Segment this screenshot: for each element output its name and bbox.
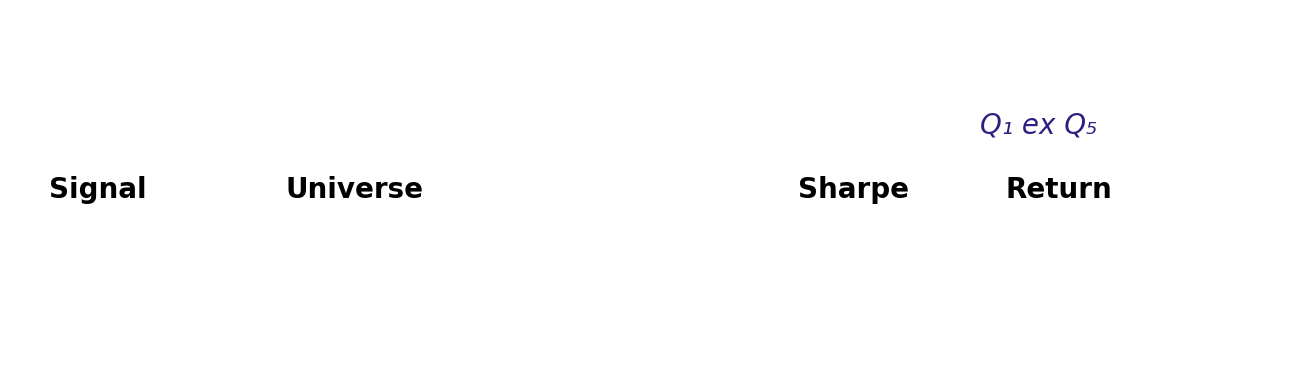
- Text: ACWI currencies: ACWI currencies: [286, 326, 489, 350]
- Text: All: All: [49, 246, 80, 270]
- Text: Universe: Universe: [286, 176, 423, 204]
- Text: Average weekly return (annualized): Average weekly return (annualized): [228, 24, 1070, 66]
- Text: ACWI currencies: ACWI currencies: [286, 246, 489, 270]
- Text: 1.3%: 1.3%: [1006, 326, 1075, 350]
- Text: 0.21: 0.21: [798, 326, 854, 350]
- Text: Sharpe: Sharpe: [798, 176, 910, 204]
- Text: 0.72: 0.72: [798, 246, 854, 270]
- Text: Q₁ ex Q₅: Q₁ ex Q₅: [980, 112, 1097, 140]
- Text: Return: Return: [1006, 176, 1112, 204]
- Text: Retail: Retail: [49, 326, 119, 350]
- Text: 4.2%: 4.2%: [1006, 246, 1075, 270]
- Text: Signal: Signal: [49, 176, 147, 204]
